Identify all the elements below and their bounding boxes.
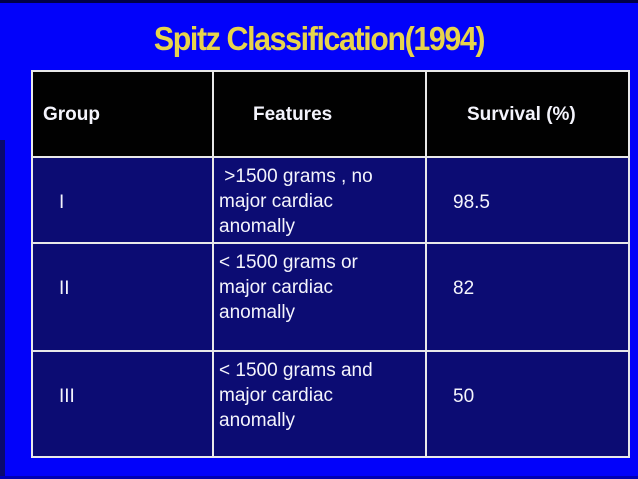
row-3-survival-cell: 50 — [427, 352, 628, 456]
row-3-features-cell: < 1500 grams and major cardiac anomally — [214, 352, 425, 456]
row-2-features-cell: < 1500 grams or major cardiac anomally — [214, 244, 425, 350]
row-2-group-cell: II — [33, 244, 212, 350]
column-header-group: Group — [33, 72, 212, 156]
slide-title: Spitz Classification(1994) — [153, 20, 486, 57]
left-edge-artifact — [0, 140, 5, 479]
bottom-edge-artifact — [0, 476, 638, 479]
column-header-survival: Survival (%) — [427, 72, 628, 156]
row-2-survival-cell: 82 — [427, 244, 628, 350]
top-edge-artifact — [0, 0, 638, 3]
row-1-group-cell: I — [33, 158, 212, 242]
row-3-group-cell: III — [33, 352, 212, 456]
row-1-features-cell: >1500 grams , no major cardiac anomally — [214, 158, 425, 242]
row-1-survival-cell: 98.5 — [427, 158, 628, 242]
column-header-features: Features — [214, 72, 425, 156]
classification-table: Group Features Survival (%) I >1500 gram… — [31, 70, 630, 458]
